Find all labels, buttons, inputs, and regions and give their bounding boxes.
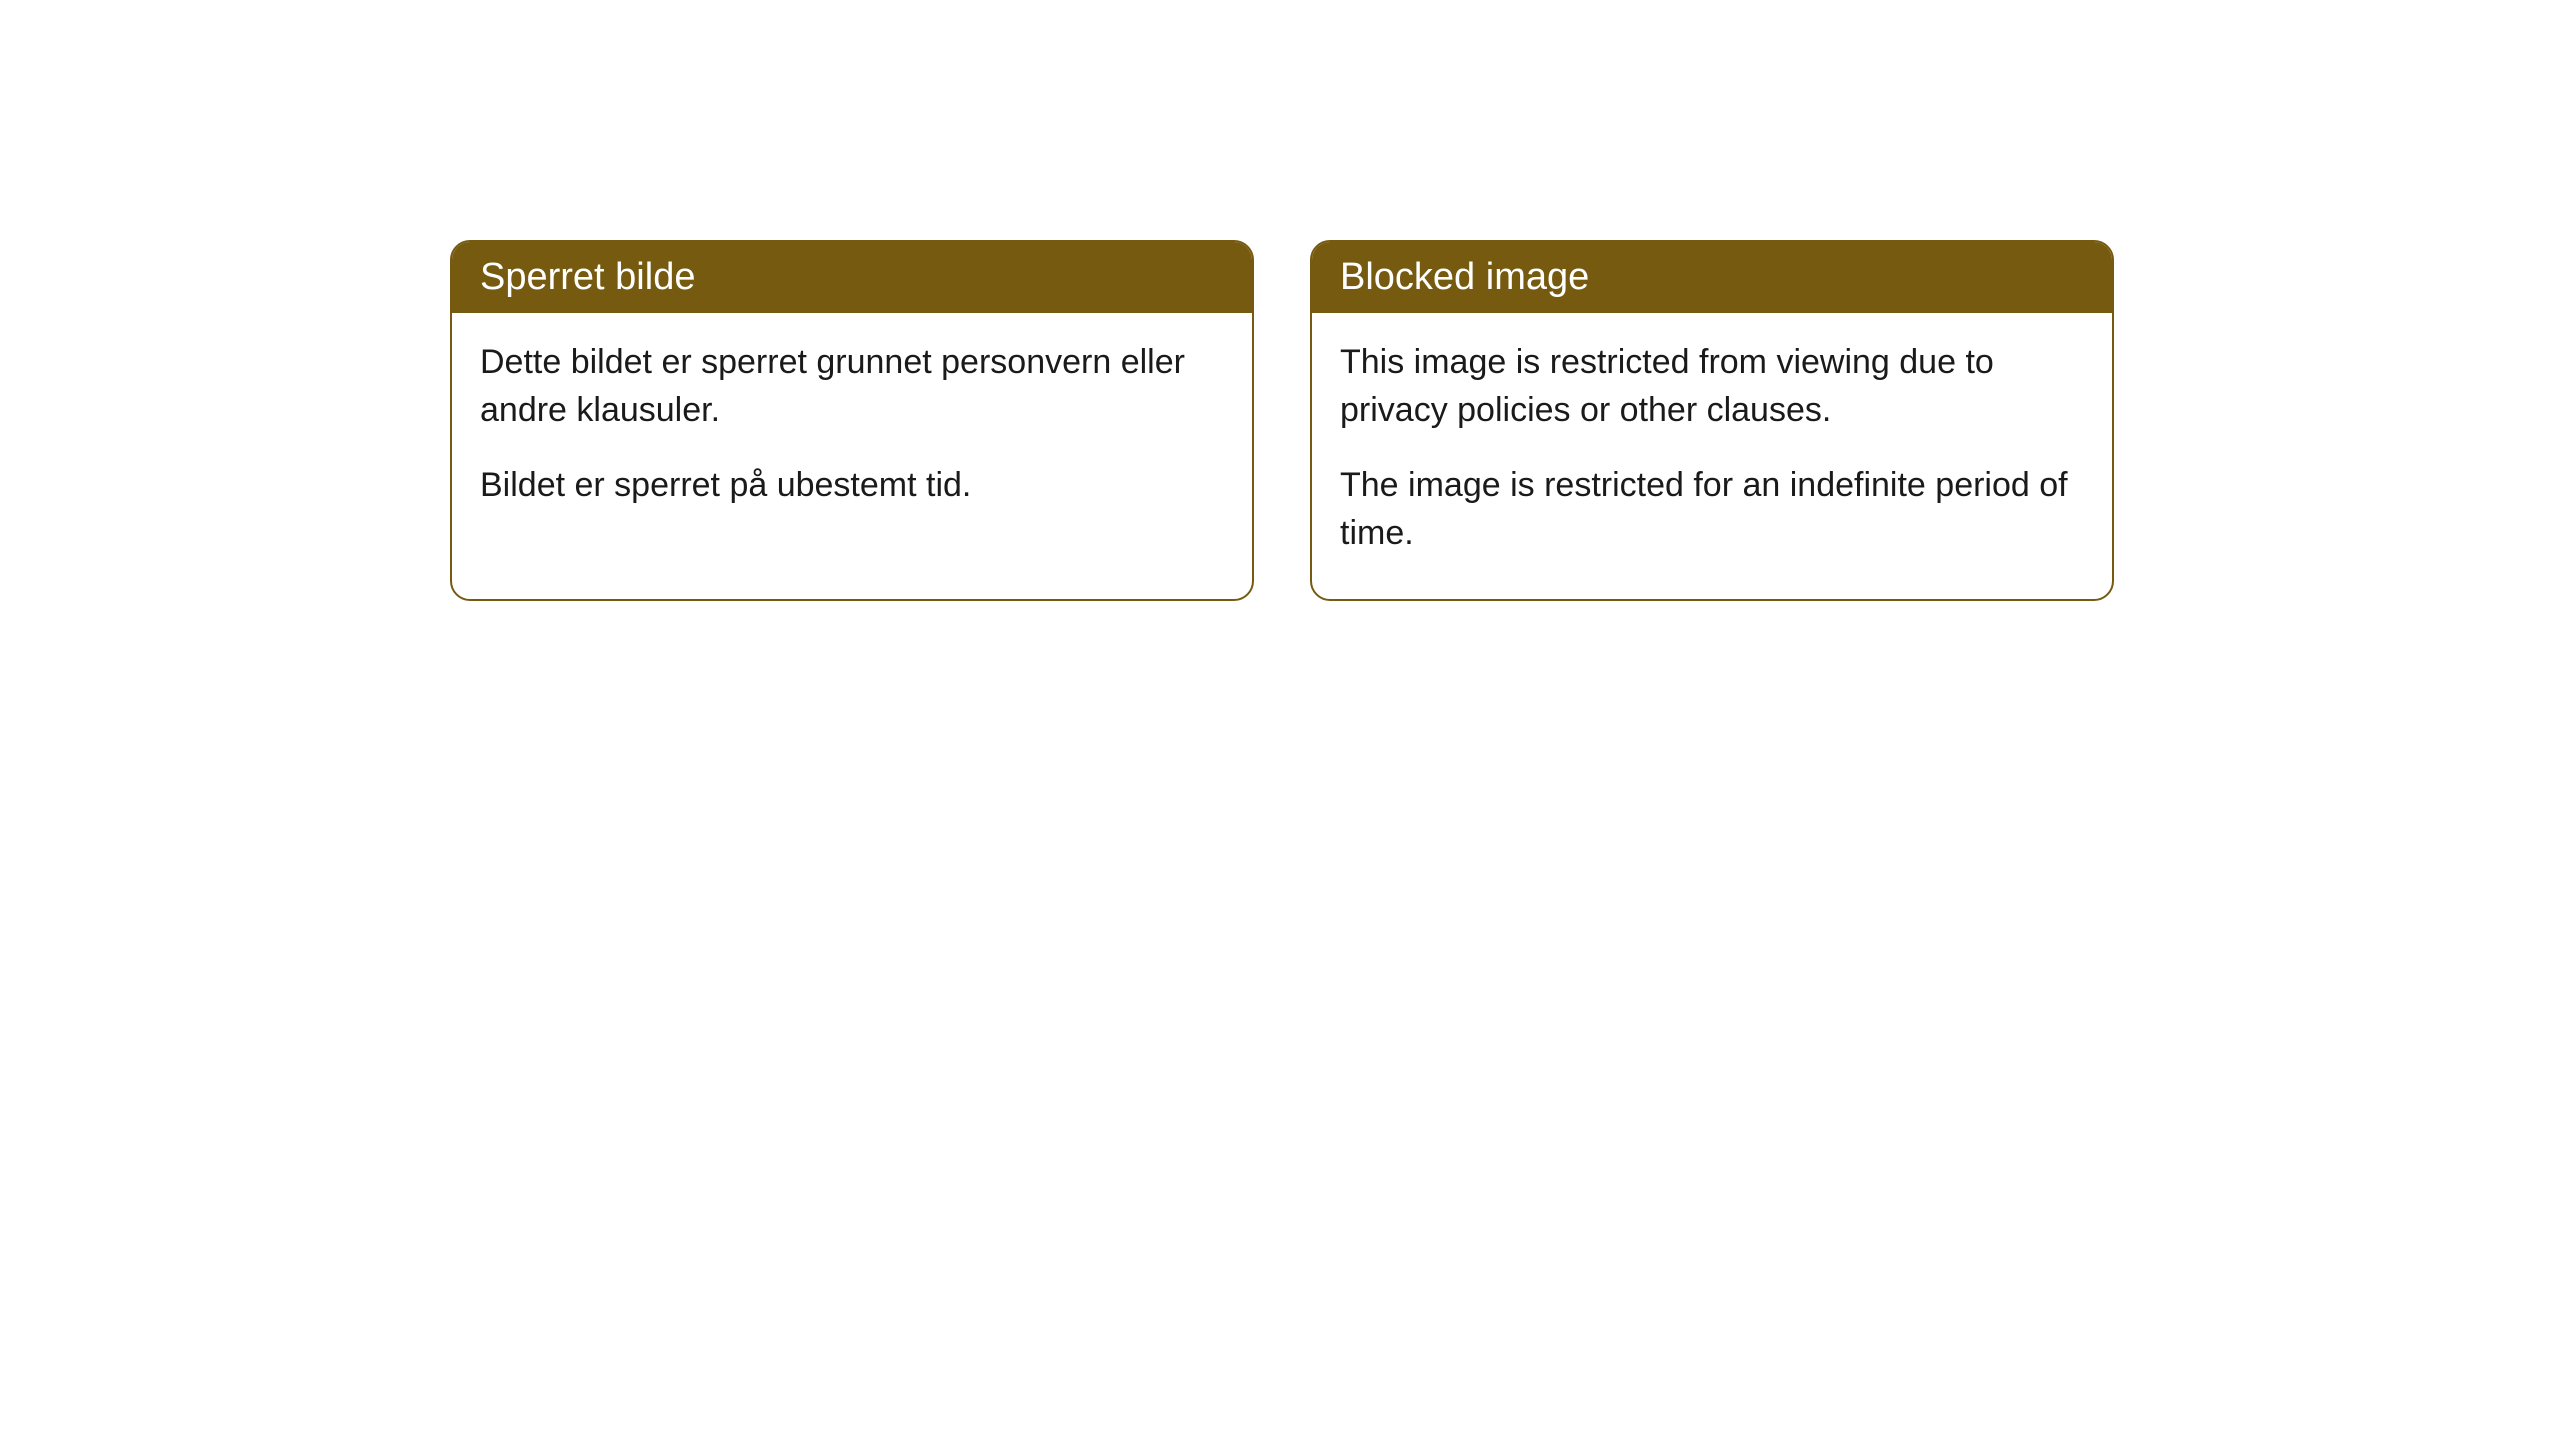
card-header-english: Blocked image [1312, 242, 2112, 313]
card-body-norwegian: Dette bildet er sperret grunnet personve… [452, 313, 1252, 552]
card-norwegian: Sperret bilde Dette bildet er sperret gr… [450, 240, 1254, 601]
card-english: Blocked image This image is restricted f… [1310, 240, 2114, 601]
card-para1: Dette bildet er sperret grunnet personve… [480, 339, 1224, 434]
card-para2: The image is restricted for an indefinit… [1340, 462, 2084, 557]
card-header-norwegian: Sperret bilde [452, 242, 1252, 313]
card-title: Blocked image [1340, 256, 1589, 298]
card-para2: Bildet er sperret på ubestemt tid. [480, 462, 1224, 510]
card-body-english: This image is restricted from viewing du… [1312, 313, 2112, 599]
cards-container: Sperret bilde Dette bildet er sperret gr… [450, 240, 2560, 601]
card-title: Sperret bilde [480, 256, 695, 298]
card-para1: This image is restricted from viewing du… [1340, 339, 2084, 434]
